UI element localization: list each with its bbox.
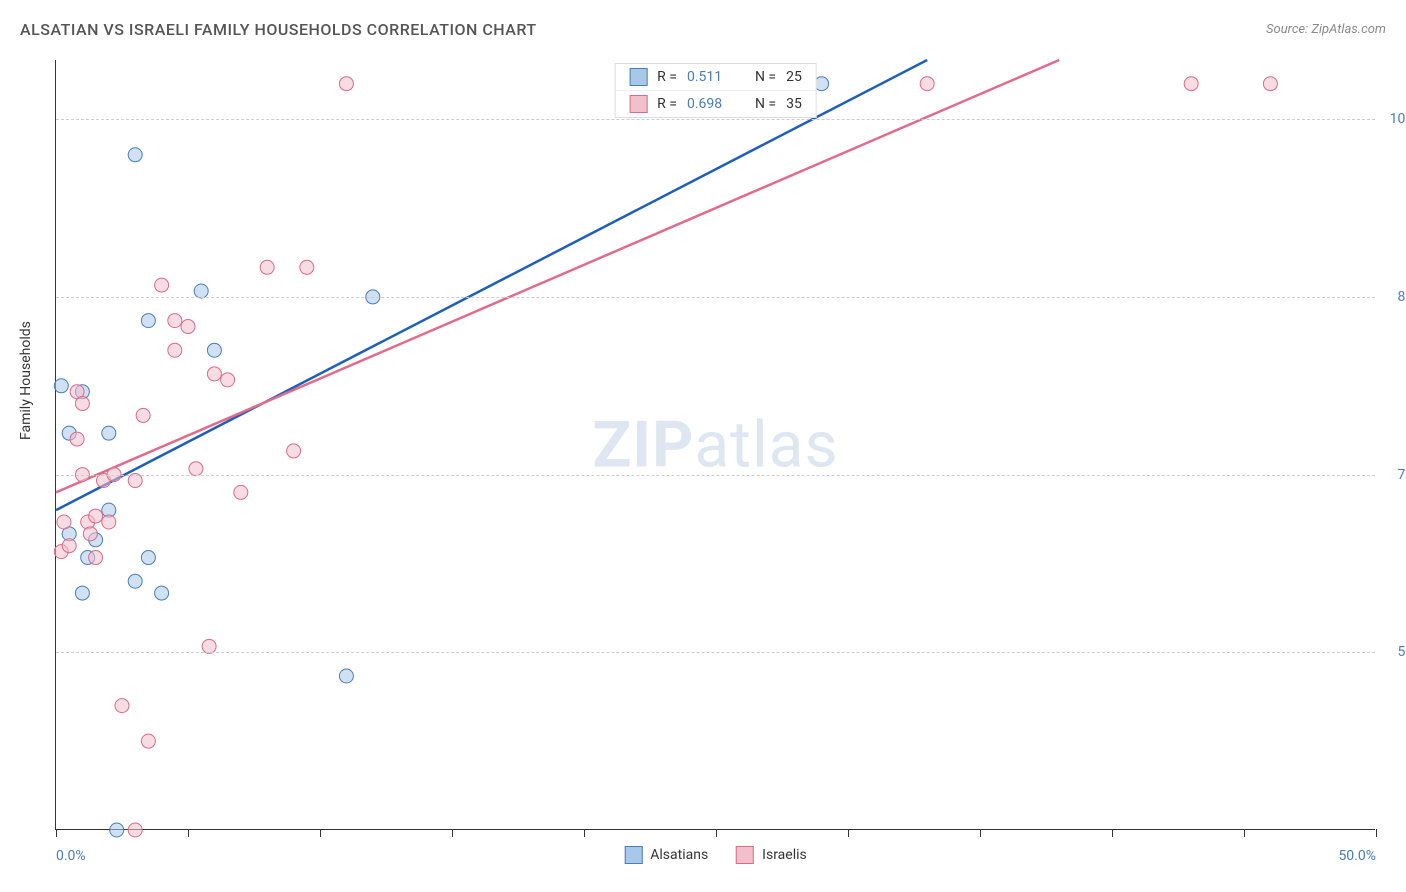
legend-item-israelis: Israelis: [736, 846, 807, 864]
data-point: [136, 408, 150, 422]
data-point: [181, 320, 195, 334]
x-tick: [1244, 829, 1245, 837]
chart-title: ALSATIAN VS ISRAELI FAMILY HOUSEHOLDS CO…: [20, 20, 537, 39]
x-tick: [188, 829, 189, 837]
swatch-alsatians: [629, 68, 647, 86]
x-tick: [980, 829, 981, 837]
trend-line: [56, 60, 1059, 492]
y-tick-label: 55.0%: [1380, 644, 1406, 660]
n-value-alsatians: 25: [786, 69, 802, 85]
r-value-alsatians: 0.511: [687, 69, 737, 85]
data-point: [115, 699, 129, 713]
n-label: N =: [755, 96, 776, 112]
data-point: [1263, 77, 1277, 91]
chart-svg: [56, 60, 1375, 829]
data-point: [234, 485, 248, 499]
data-point: [168, 314, 182, 328]
correlation-row-alsatians: R = 0.511 N = 25: [615, 64, 816, 91]
data-point: [189, 462, 203, 476]
plot-area: ZIPatlas R = 0.511 N = 25 R = 0.698 N = …: [55, 60, 1375, 830]
data-point: [221, 373, 235, 387]
gridline: [56, 475, 1375, 476]
trend-line: [56, 60, 927, 510]
x-tick: [452, 829, 453, 837]
data-point: [207, 343, 221, 357]
r-value-israelis: 0.698: [687, 96, 737, 112]
data-point: [168, 343, 182, 357]
x-tick-label: 0.0%: [56, 848, 86, 864]
data-point: [70, 432, 84, 446]
data-point: [920, 77, 934, 91]
y-tick-label: 85.0%: [1380, 289, 1406, 305]
legend-label-israelis: Israelis: [762, 847, 807, 863]
x-tick: [56, 829, 57, 837]
data-point: [155, 278, 169, 292]
chart-container: ALSATIAN VS ISRAELI FAMILY HOUSEHOLDS CO…: [0, 0, 1406, 892]
correlation-row-israelis: R = 0.698 N = 35: [615, 91, 816, 117]
data-point: [300, 260, 314, 274]
data-point: [54, 379, 68, 393]
legend-item-alsatians: Alsatians: [624, 846, 708, 864]
x-tick: [584, 829, 585, 837]
y-axis-label: Family Households: [18, 321, 34, 440]
r-label: R =: [657, 96, 677, 112]
r-label: R =: [657, 69, 677, 85]
series-legend: Alsatians Israelis: [624, 846, 807, 864]
data-point: [89, 509, 103, 523]
data-point: [194, 284, 208, 298]
data-point: [102, 426, 116, 440]
n-label: N =: [755, 69, 776, 85]
data-point: [128, 823, 142, 837]
header-row: ALSATIAN VS ISRAELI FAMILY HOUSEHOLDS CO…: [20, 20, 1386, 39]
swatch-israelis: [736, 846, 754, 864]
data-point: [141, 734, 155, 748]
data-point: [202, 639, 216, 653]
data-point: [141, 551, 155, 565]
x-tick: [716, 829, 717, 837]
n-value-israelis: 35: [786, 96, 802, 112]
x-tick-label: 50.0%: [1338, 848, 1376, 864]
source-label: Source: ZipAtlas.com: [1266, 22, 1386, 37]
data-point: [62, 539, 76, 553]
data-point: [75, 397, 89, 411]
data-point: [75, 586, 89, 600]
data-point: [89, 551, 103, 565]
data-point: [83, 527, 97, 541]
gridline: [56, 652, 1375, 653]
data-point: [339, 77, 353, 91]
data-point: [102, 515, 116, 529]
data-point: [128, 148, 142, 162]
y-tick-label: 100.0%: [1380, 111, 1406, 127]
data-point: [128, 474, 142, 488]
data-point: [155, 586, 169, 600]
data-point: [287, 444, 301, 458]
data-point: [339, 669, 353, 683]
y-tick-label: 70.0%: [1380, 467, 1406, 483]
swatch-alsatians: [624, 846, 642, 864]
x-tick: [1376, 829, 1377, 837]
x-tick: [1112, 829, 1113, 837]
correlation-legend: R = 0.511 N = 25 R = 0.698 N = 35: [614, 63, 817, 118]
gridline: [56, 297, 1375, 298]
swatch-israelis: [629, 95, 647, 113]
data-point: [128, 574, 142, 588]
data-point: [141, 314, 155, 328]
x-tick: [320, 829, 321, 837]
gridline: [56, 119, 1375, 120]
data-point: [207, 367, 221, 381]
x-tick: [848, 829, 849, 837]
data-point: [260, 260, 274, 274]
data-point: [1184, 77, 1198, 91]
data-point: [110, 823, 124, 837]
data-point: [57, 515, 71, 529]
legend-label-alsatians: Alsatians: [650, 847, 708, 863]
